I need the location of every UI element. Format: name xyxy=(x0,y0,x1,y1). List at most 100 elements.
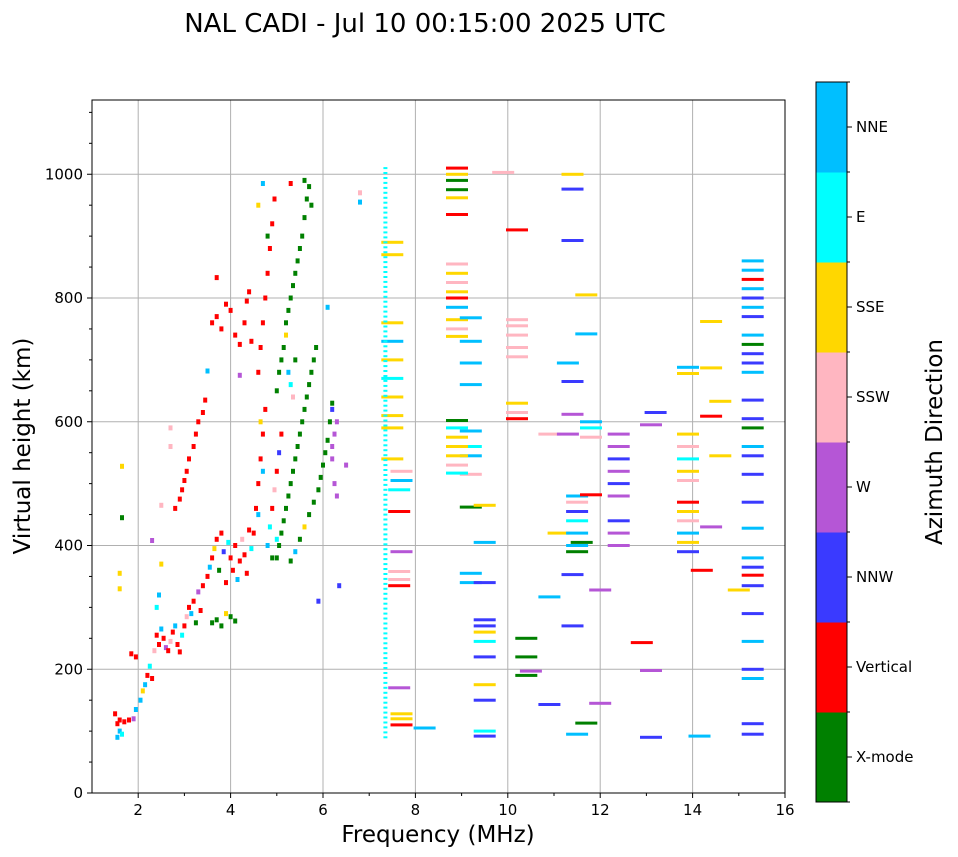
data-point-e xyxy=(383,736,388,739)
data-point-nne xyxy=(358,199,362,205)
colorbar-tick-label: NNW xyxy=(856,568,893,586)
data-point-e xyxy=(383,706,388,709)
data-point-e xyxy=(383,642,388,645)
data-point-e xyxy=(383,691,388,694)
data-point-e xyxy=(383,543,388,546)
data-point-e xyxy=(383,602,388,605)
data-point-e xyxy=(383,533,388,536)
data-point-x-mode xyxy=(214,617,219,623)
data-point-e xyxy=(383,592,388,595)
data-point-e xyxy=(120,731,124,737)
data-point-nne xyxy=(189,611,194,617)
data-point-e xyxy=(383,454,388,457)
data-point-vertical xyxy=(177,496,182,502)
y-tick-label: 600 xyxy=(54,413,83,431)
colorbar-swatch-x-mode xyxy=(816,712,847,803)
data-point-nne xyxy=(538,595,561,599)
data-point-nne xyxy=(459,454,482,458)
data-point-vertical xyxy=(506,417,528,421)
data-point-nnw xyxy=(473,655,496,659)
data-point-nne xyxy=(256,512,261,518)
data-point-vertical xyxy=(251,530,256,536)
data-point-vertical xyxy=(187,456,191,462)
data-point-e xyxy=(383,637,388,640)
y-tick-label: 800 xyxy=(54,289,83,307)
y-axis-label: Virtual height (km) xyxy=(10,338,36,555)
data-point-x-mode xyxy=(309,369,314,375)
data-point-x-mode xyxy=(281,345,286,350)
data-point-nne xyxy=(235,577,240,582)
data-point-nne xyxy=(117,728,122,734)
data-point-x-mode xyxy=(314,345,319,350)
data-point-vertical xyxy=(214,536,219,542)
data-point-e xyxy=(383,464,388,467)
data-point-x-mode xyxy=(311,357,316,363)
data-point-sse xyxy=(446,334,468,338)
colorbar-swatch-nne xyxy=(816,82,847,173)
data-point-ssw xyxy=(390,469,413,473)
data-point-e xyxy=(383,375,388,377)
data-point-nnw xyxy=(741,352,764,356)
data-point-x-mode xyxy=(293,456,298,462)
data-point-x-mode xyxy=(277,369,282,375)
data-point-e xyxy=(154,604,159,610)
data-point-sse xyxy=(547,531,570,535)
data-point-e xyxy=(383,226,388,229)
data-point-vertical xyxy=(244,570,249,576)
data-point-w xyxy=(330,444,335,449)
colorbar-label: Azimuth Direction xyxy=(922,339,948,545)
data-point-sse xyxy=(117,586,122,592)
colorbar-tick-label: X-mode xyxy=(856,748,913,766)
data-point-sse xyxy=(709,399,732,403)
data-point-x-mode xyxy=(228,614,233,620)
data-point-vertical xyxy=(127,717,131,723)
data-point-ssw xyxy=(506,411,528,414)
data-point-x-mode xyxy=(321,462,325,468)
data-point-sse xyxy=(561,172,584,176)
data-point-e xyxy=(383,513,388,516)
data-point-e xyxy=(383,271,388,273)
colorbar-swatch-vertical xyxy=(816,622,847,713)
data-point-ssw xyxy=(538,432,561,436)
plot-frame xyxy=(91,99,786,794)
data-point-e xyxy=(566,519,589,523)
data-point-e xyxy=(383,196,388,199)
data-point-e xyxy=(383,587,388,590)
data-point-sse xyxy=(709,454,732,458)
colorbar-swatch-e xyxy=(816,172,847,263)
data-point-nne xyxy=(741,268,764,272)
data-point-e xyxy=(383,652,388,655)
data-point-w xyxy=(700,525,723,529)
data-point-vertical xyxy=(150,676,155,681)
data-point-sse xyxy=(224,611,228,617)
data-point-x-mode xyxy=(302,215,307,221)
data-point-e xyxy=(383,597,388,600)
data-point-nnw xyxy=(741,500,764,504)
data-point-x-mode xyxy=(265,233,270,239)
data-point-w xyxy=(607,432,630,436)
data-point-vertical xyxy=(175,642,180,647)
data-point-vertical xyxy=(219,530,224,536)
data-point-nnw xyxy=(561,573,584,577)
data-point-vertical xyxy=(230,567,235,573)
data-point-nnw xyxy=(741,398,764,402)
data-point-ssw xyxy=(388,578,411,581)
data-point-e xyxy=(383,622,388,625)
data-point-sse xyxy=(302,524,307,530)
data-point-ssw xyxy=(446,463,468,467)
data-point-nne xyxy=(741,639,764,643)
data-point-sse xyxy=(284,332,288,338)
data-point-sse xyxy=(256,202,261,208)
data-point-e xyxy=(383,167,388,170)
data-point-e xyxy=(383,419,388,422)
data-point-e xyxy=(383,474,388,476)
data-point-e xyxy=(383,647,388,650)
data-point-vertical xyxy=(260,431,265,437)
data-point-w xyxy=(640,669,662,672)
data-point-x-mode xyxy=(446,419,468,422)
data-point-w xyxy=(556,432,579,436)
colorbar-tick-label: SSW xyxy=(856,388,890,406)
data-point-ssw xyxy=(580,435,602,439)
colorbar-swatch-sse xyxy=(816,262,847,353)
